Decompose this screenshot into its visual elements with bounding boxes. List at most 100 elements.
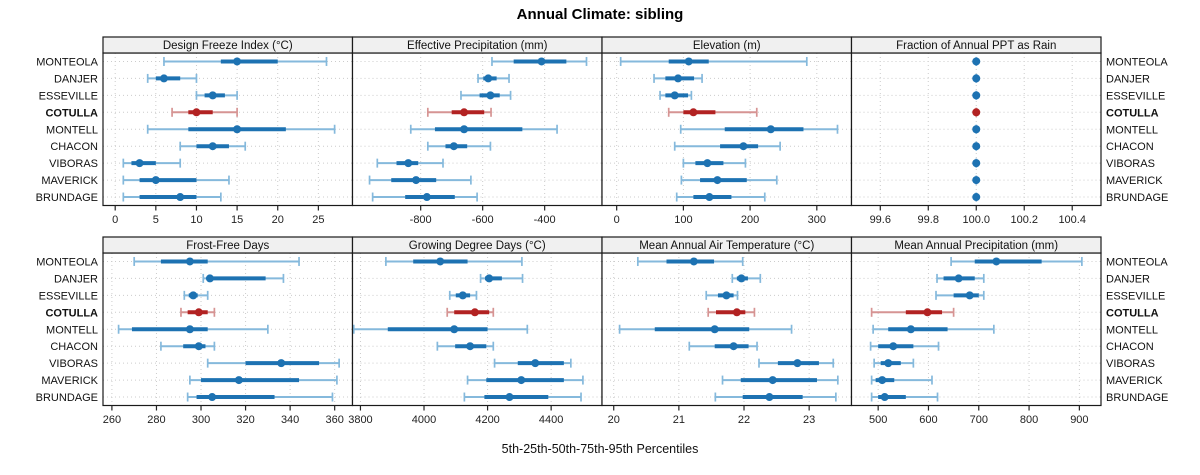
x-tick-label: 15 <box>231 214 243 226</box>
series-monteola <box>133 256 300 266</box>
panel-frost-free-days: Frost-Free Days 260 280 300 320 340 360 <box>102 236 354 426</box>
median-dot <box>684 57 693 66</box>
series-danjer <box>653 73 703 83</box>
panel-growing-degree-days-c: Growing Degree Days (°C) 3800 4000 4200 4400 <box>348 236 603 426</box>
series-viboras <box>682 158 747 168</box>
panel-mean-annual-air-temperature-c: Mean Annual Air Temperature (°C) 20 21 22 23 <box>601 236 853 426</box>
x-tick-label: 5 <box>153 214 159 226</box>
series-esseville <box>659 90 693 100</box>
median-dot <box>972 57 981 66</box>
station-label-right-montell: MONTELL <box>1106 324 1158 336</box>
series-danjer <box>477 73 510 83</box>
station-label-right-cotulla: COTULLA <box>1106 107 1159 119</box>
station-label-right-viboras: VIBORAS <box>1106 158 1155 170</box>
station-label-right-maverick: MAVERICK <box>1106 375 1163 387</box>
x-tick-label: 320 <box>236 414 254 426</box>
series-montell <box>618 324 793 334</box>
median-dot <box>205 274 214 283</box>
station-label-right-brundage: BRUNDAGE <box>1106 392 1168 404</box>
panel-mean-annual-precipitation-mm: Mean Annual Precipitation (mm) 500 600 700 8… <box>850 236 1102 426</box>
median-dot <box>710 325 719 334</box>
median-dot <box>208 142 217 151</box>
series-maverick <box>972 175 981 185</box>
x-tick-label: 20 <box>272 214 284 226</box>
strip-title: Elevation (m) <box>693 40 761 52</box>
station-label-right-monteola: MONTEOLA <box>1106 56 1168 68</box>
median-dot <box>674 74 683 83</box>
x-tick-label: 25 <box>312 214 324 226</box>
chart-xlabel: 5th-25th-50th-75th-95th Percentiles <box>501 442 699 456</box>
station-label-right-esseville: ESSEVILLE <box>1106 290 1165 302</box>
median-dot <box>972 125 981 134</box>
x-tick-label: 20 <box>608 414 620 426</box>
station-label-right-brundage: BRUNDAGE <box>1106 192 1168 204</box>
x-tick-label: 99.6 <box>870 214 891 226</box>
station-label-left-monteola: MONTEOLA <box>36 56 98 68</box>
series-danjer <box>479 273 524 283</box>
median-dot <box>234 376 243 385</box>
series-viboras <box>376 158 444 168</box>
series-monteola <box>491 56 588 66</box>
series-viboras <box>972 158 981 168</box>
median-dot <box>450 325 459 334</box>
median-dot <box>412 176 421 185</box>
median-dot <box>793 359 802 368</box>
series-danjer <box>936 273 985 283</box>
series-cotulla <box>667 107 758 117</box>
series-cotulla <box>171 107 238 117</box>
station-label-left-cotulla: COTULLA <box>45 307 98 319</box>
station-label-right-monteola: MONTEOLA <box>1106 256 1168 268</box>
series-monteola <box>163 56 328 66</box>
strip-title: Frost-Free Days <box>186 240 269 252</box>
series-brundage <box>714 392 837 402</box>
x-tick-label: 4400 <box>539 414 563 426</box>
strip-title: Design Freeze Index (°C) <box>163 40 293 52</box>
median-dot <box>689 108 698 117</box>
median-dot <box>972 159 981 168</box>
x-tick-label: 0 <box>614 214 620 226</box>
series-chacon <box>869 341 940 351</box>
series-maverick <box>870 375 933 385</box>
median-dot <box>768 376 777 385</box>
x-tick-label: 100 <box>674 214 692 226</box>
median-dot <box>185 325 194 334</box>
median-dot <box>884 359 893 368</box>
median-dot <box>954 274 963 283</box>
x-tick-label: 600 <box>919 414 937 426</box>
station-label-right-danjer: DANJER <box>1106 73 1150 85</box>
x-tick-label: 21 <box>673 414 685 426</box>
station-label-left-danjer: DANJER <box>54 273 98 285</box>
median-dot <box>531 359 540 368</box>
series-maverick <box>189 375 338 385</box>
series-viboras <box>122 158 182 168</box>
chart-title: Annual Climate: sibling <box>516 6 684 23</box>
series-esseville <box>448 290 478 300</box>
series-monteola <box>619 56 808 66</box>
x-tick-label: 10 <box>190 214 202 226</box>
median-dot <box>208 393 217 402</box>
x-tick-label: 4000 <box>412 414 436 426</box>
series-esseville <box>972 90 981 100</box>
median-dot <box>194 308 203 317</box>
station-label-left-brundage: BRUNDAGE <box>36 192 98 204</box>
median-dot <box>422 193 431 202</box>
median-dot <box>436 257 445 266</box>
series-maverick <box>680 175 778 185</box>
median-dot <box>517 376 526 385</box>
median-dot <box>972 193 981 202</box>
median-dot <box>689 257 698 266</box>
x-tick-label: 200 <box>741 214 759 226</box>
series-chacon <box>426 141 492 151</box>
series-esseville <box>460 90 512 100</box>
station-label-left-danjer: DANJER <box>54 73 98 85</box>
x-tick-label: 99.8 <box>918 214 939 226</box>
series-cotulla <box>426 107 492 117</box>
median-dot <box>208 91 217 100</box>
median-dot <box>176 193 185 202</box>
x-tick-label: 340 <box>281 414 299 426</box>
series-montell <box>679 124 839 134</box>
median-dot <box>906 325 915 334</box>
series-maverick <box>368 175 472 185</box>
median-dot <box>449 142 458 151</box>
panel-elevation-m: Elevation (m) 0 100 200 300 <box>601 36 853 226</box>
